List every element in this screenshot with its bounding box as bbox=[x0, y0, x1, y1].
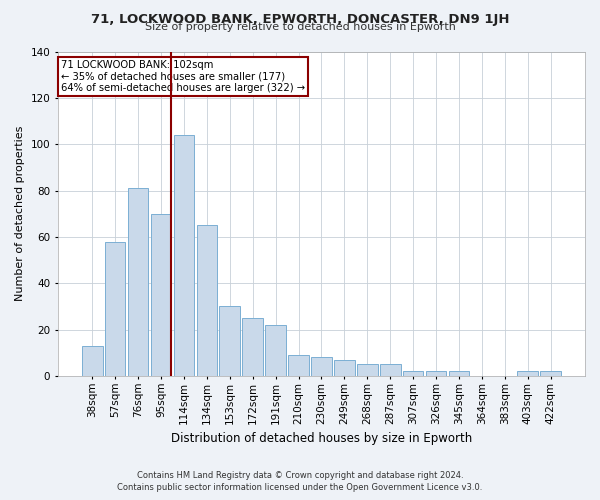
Bar bbox=[288, 355, 309, 376]
Text: Size of property relative to detached houses in Epworth: Size of property relative to detached ho… bbox=[145, 22, 455, 32]
Text: 71 LOCKWOOD BANK: 102sqm
← 35% of detached houses are smaller (177)
64% of semi-: 71 LOCKWOOD BANK: 102sqm ← 35% of detach… bbox=[61, 60, 305, 93]
Bar bbox=[173, 135, 194, 376]
Bar bbox=[517, 372, 538, 376]
Bar bbox=[357, 364, 377, 376]
Bar bbox=[380, 364, 401, 376]
X-axis label: Distribution of detached houses by size in Epworth: Distribution of detached houses by size … bbox=[171, 432, 472, 445]
Bar bbox=[82, 346, 103, 376]
Y-axis label: Number of detached properties: Number of detached properties bbox=[15, 126, 25, 302]
Bar bbox=[197, 226, 217, 376]
Bar bbox=[541, 372, 561, 376]
Bar bbox=[311, 358, 332, 376]
Bar bbox=[403, 372, 424, 376]
Text: Contains HM Land Registry data © Crown copyright and database right 2024.
Contai: Contains HM Land Registry data © Crown c… bbox=[118, 471, 482, 492]
Bar bbox=[426, 372, 446, 376]
Bar bbox=[151, 214, 172, 376]
Bar bbox=[242, 318, 263, 376]
Bar bbox=[128, 188, 148, 376]
Bar bbox=[334, 360, 355, 376]
Bar bbox=[265, 325, 286, 376]
Bar bbox=[220, 306, 240, 376]
Bar bbox=[105, 242, 125, 376]
Text: 71, LOCKWOOD BANK, EPWORTH, DONCASTER, DN9 1JH: 71, LOCKWOOD BANK, EPWORTH, DONCASTER, D… bbox=[91, 12, 509, 26]
Bar bbox=[449, 372, 469, 376]
